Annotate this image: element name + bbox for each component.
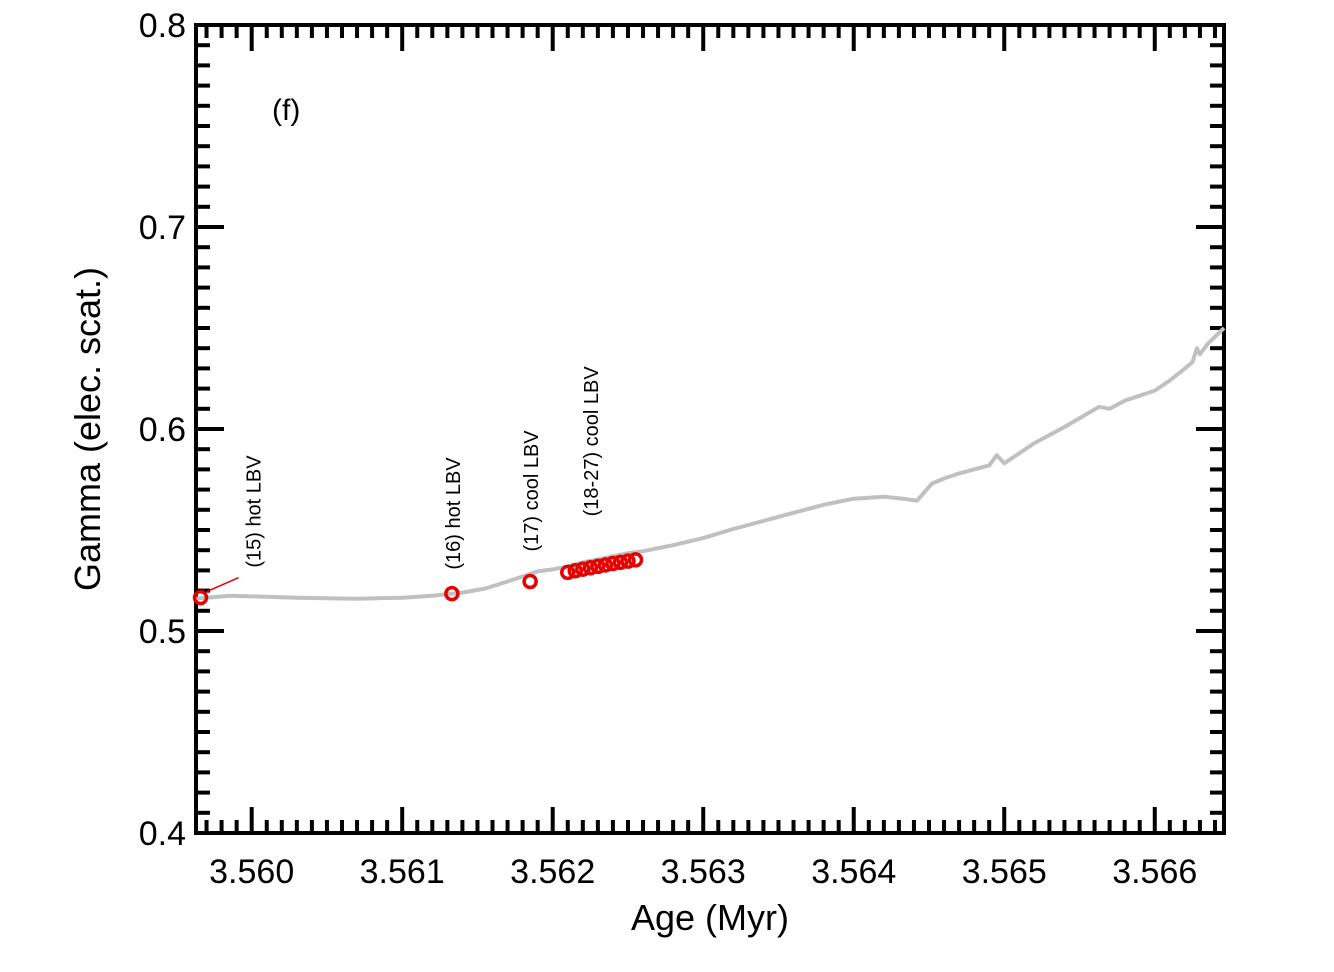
- annotation-leader: [206, 576, 239, 593]
- annotation-label: (17) cool LBV: [521, 430, 543, 552]
- data-point: [192, 589, 209, 606]
- annotation-layer: (15) hot LBV (16) hot LBV (17) cool LBV (18…: [206, 366, 603, 593]
- plot-frame: [194, 23, 1226, 835]
- data-point: [560, 564, 576, 581]
- series-line: [195, 326, 1226, 601]
- series-line-layer: [195, 326, 1226, 601]
- data-point: [612, 554, 629, 571]
- data-point: [590, 558, 606, 575]
- data-point: [444, 585, 460, 602]
- y-axis-title: Gamma (elec. scat.): [67, 267, 108, 591]
- y-tick-label: 0.4: [139, 815, 186, 853]
- x-tick-label: 3.562: [510, 853, 595, 891]
- x-tick-label: 3.563: [661, 853, 746, 891]
- data-point: [605, 555, 621, 572]
- data-point: [567, 563, 584, 579]
- data-point: [575, 561, 591, 577]
- marker-layer: [192, 552, 644, 606]
- annotation-label: (18-27) cool LBV: [581, 366, 603, 517]
- y-tick-label: 0.5: [139, 613, 186, 651]
- data-point: [627, 552, 644, 568]
- x-tick-label: 3.566: [1112, 853, 1197, 891]
- x-tick-label: 3.564: [811, 853, 896, 891]
- x-tick-label: 3.565: [962, 853, 1047, 891]
- data-point: [597, 557, 614, 573]
- axes: 3.560 3.561 3.562 3.563 3.564 3.565 3.566 0.4 0.…: [139, 7, 1226, 891]
- panel-label: (f): [272, 94, 300, 127]
- x-tick-label: 3.561: [360, 853, 445, 891]
- x-axis-title: Age (Myr): [631, 897, 789, 938]
- annotation-label: (15) hot LBV: [244, 455, 266, 568]
- data-point: [620, 553, 636, 569]
- y-tick-label: 0.6: [139, 411, 186, 449]
- y-tick-label: 0.7: [139, 209, 186, 247]
- data-point: [582, 560, 599, 576]
- y-tick-label: 0.8: [139, 7, 186, 45]
- annotation-label: (16) hot LBV: [443, 457, 465, 570]
- data-point: [522, 573, 538, 590]
- x-tick-label: 3.560: [209, 853, 294, 891]
